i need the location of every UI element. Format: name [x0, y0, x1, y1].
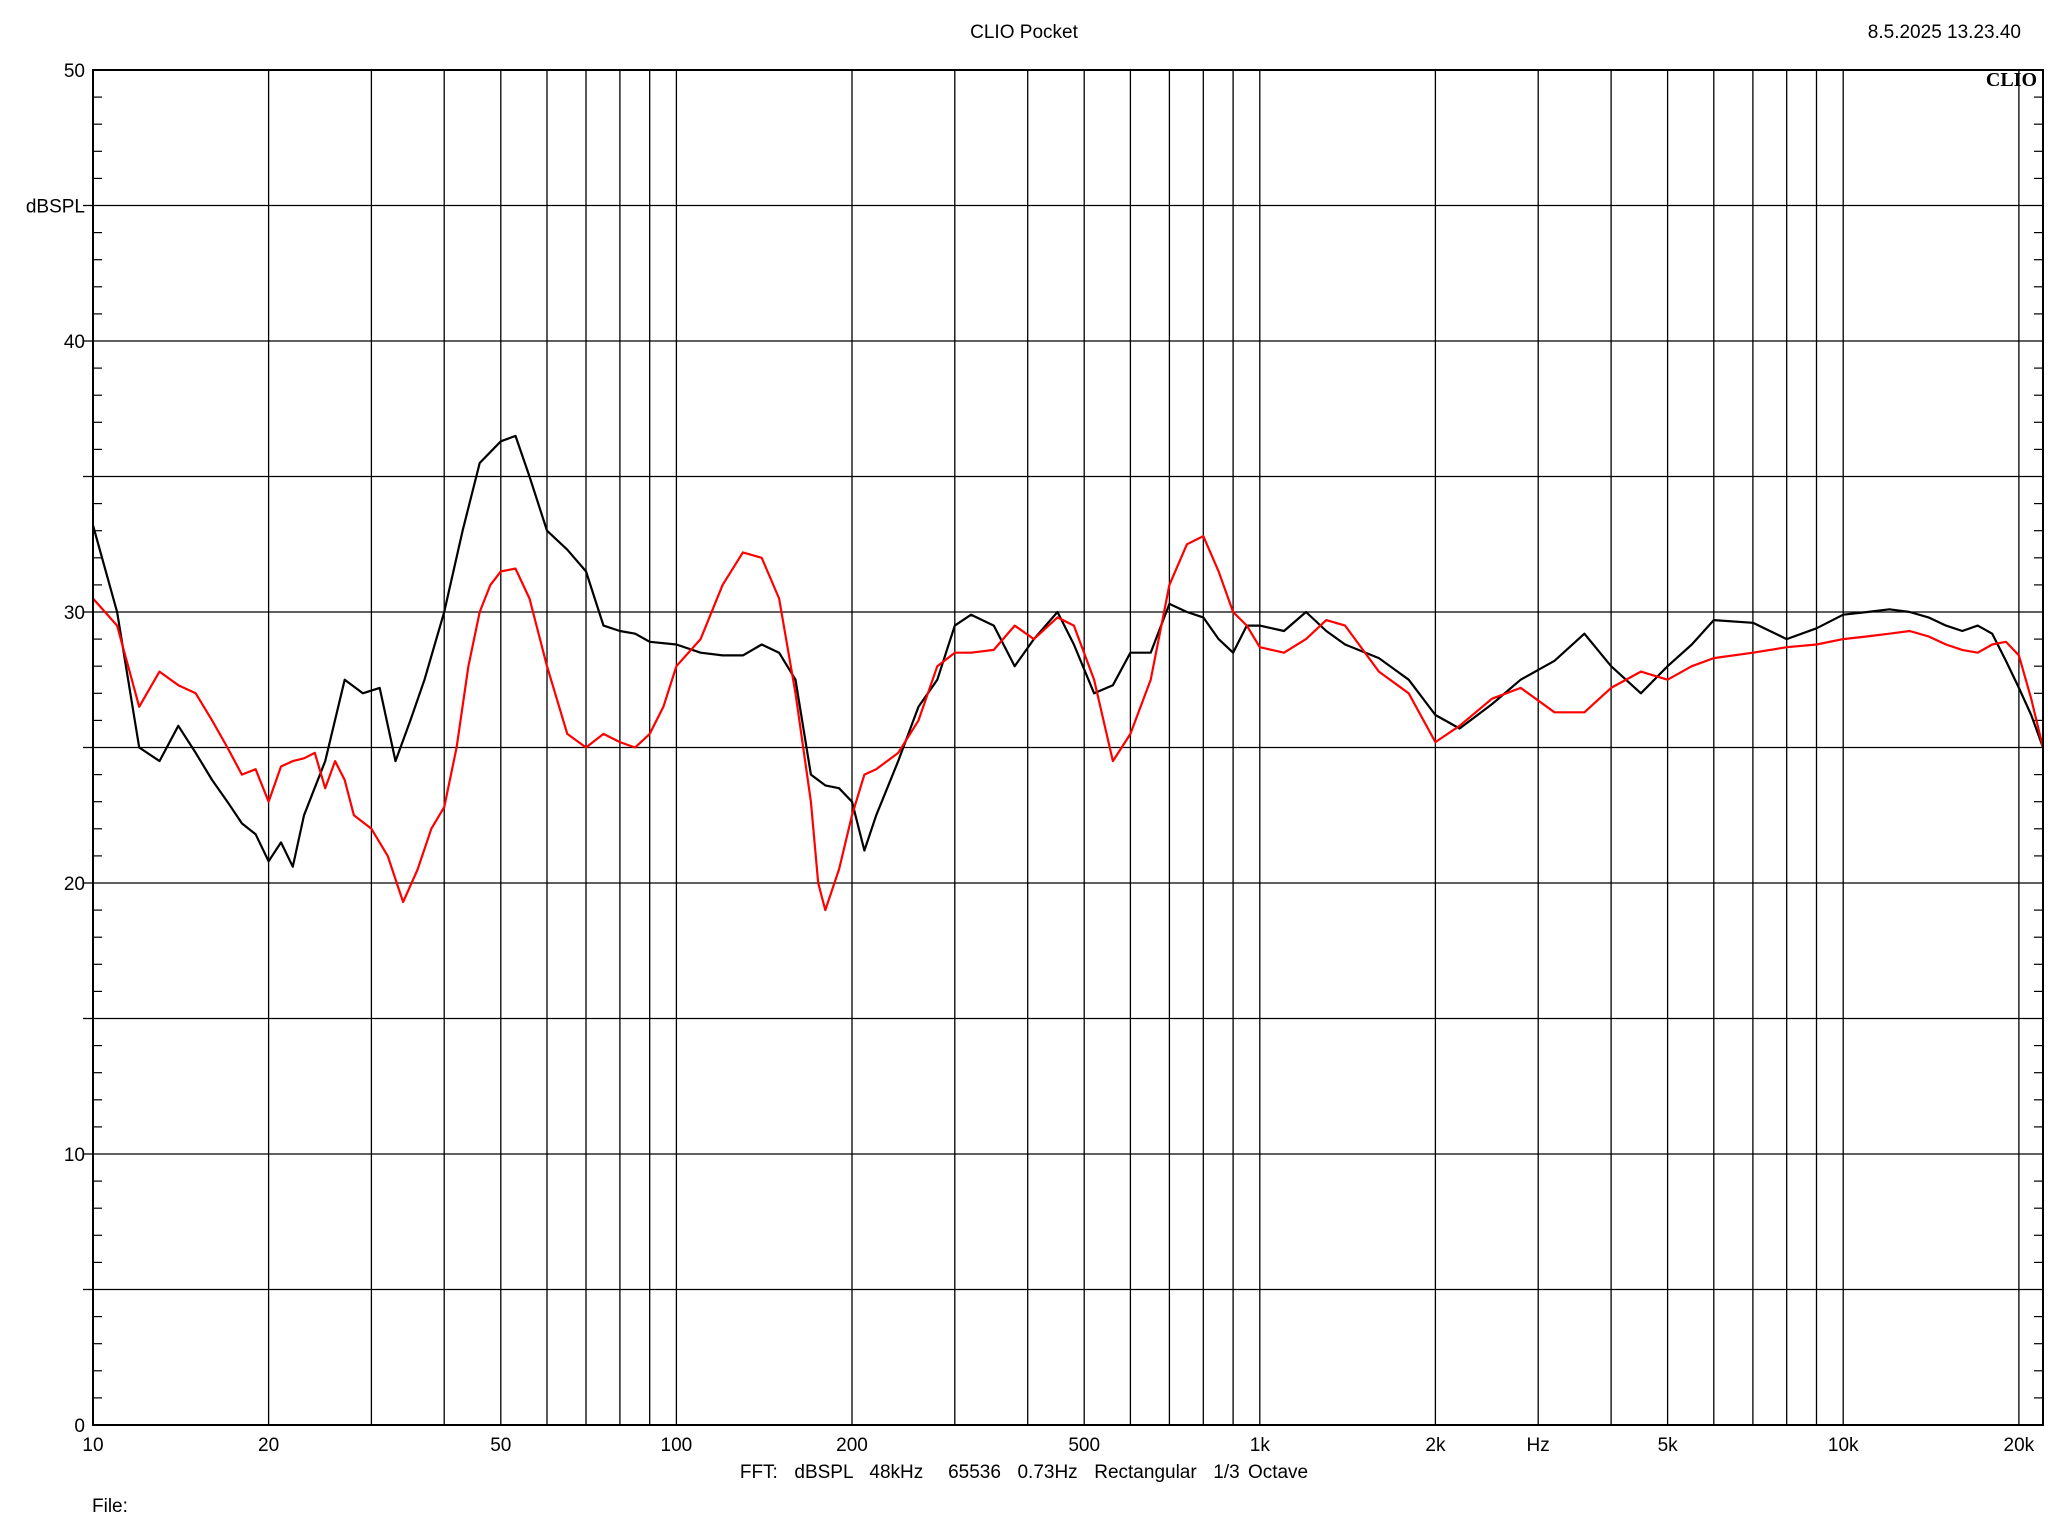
series-line-black	[91, 434, 2045, 868]
chart-title: CLIO Pocket	[970, 22, 1078, 43]
series-layer	[91, 434, 2045, 912]
x-tick-label: 20	[258, 1435, 279, 1456]
measurement-settings: FFT: dBSPL 48kHz 65536 0.73Hz Rectangula…	[739, 1462, 1309, 1483]
x-tick-label: 5k	[1658, 1435, 1679, 1456]
y-tick-label: 20	[64, 874, 85, 895]
y-tick-label: 0	[74, 1416, 85, 1437]
grid-minor	[83, 96, 2043, 1399]
y-tick-label: 30	[64, 603, 85, 624]
x-tick-label: 10	[82, 1435, 103, 1456]
y-tick-label: 50	[64, 61, 85, 82]
x-tick-label: 2k	[1425, 1435, 1446, 1456]
x-axis-label: Hz	[1527, 1435, 1550, 1456]
grid-major	[93, 70, 2043, 1425]
timestamp: 8.5.2025 13.23.40	[1867, 22, 2021, 43]
x-tick-label: 500	[1068, 1435, 1100, 1456]
x-tick-label: 20k	[2004, 1435, 2035, 1456]
x-tick-label: 100	[661, 1435, 693, 1456]
x-tick-label: 200	[836, 1435, 868, 1456]
x-tick-label: 1k	[1250, 1435, 1271, 1456]
x-tick-label: 10k	[1828, 1435, 1859, 1456]
y-tick-label: 10	[64, 1145, 85, 1166]
series-line-red	[92, 535, 2045, 912]
y-tick-label: 40	[64, 332, 85, 353]
plot-frame	[92, 69, 2044, 1426]
y-axis-label: dBSPL	[26, 197, 85, 218]
clio-logo: CLIO	[1986, 69, 2037, 91]
x-tick-label: 50	[490, 1435, 511, 1456]
file-label: File:	[92, 1496, 128, 1517]
